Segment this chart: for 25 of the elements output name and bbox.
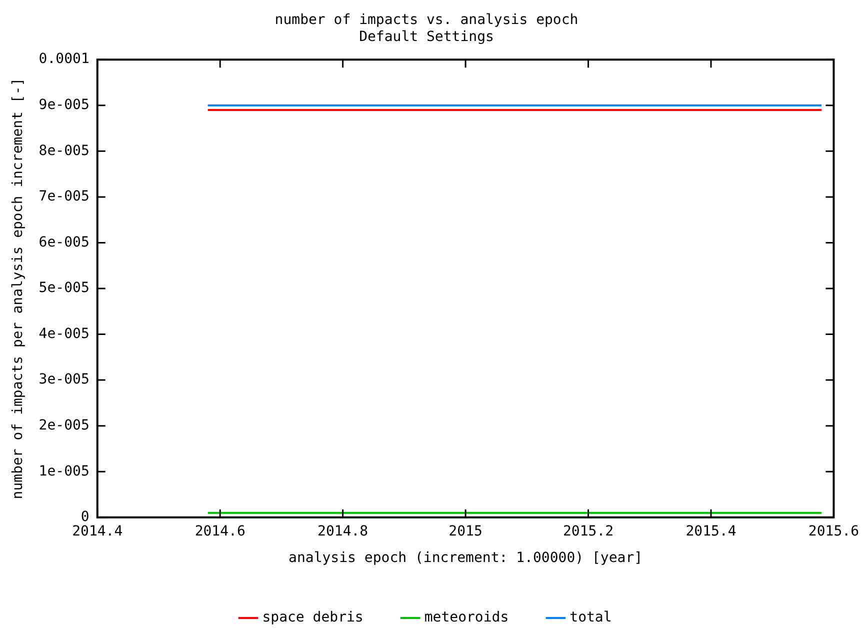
- y-tick-label: 0.0001: [38, 51, 90, 68]
- y-tick-label: 6e-005: [38, 234, 90, 250]
- chart-title: number of impacts vs. analysis epoch: [274, 12, 578, 28]
- y-tick-label: 8e-005: [38, 142, 90, 159]
- legend-label: meteoroids: [424, 610, 509, 626]
- y-axis-title: number of impacts per analysis epoch increment [-]: [10, 78, 26, 500]
- x-axis-title: analysis epoch (increment: 1.00000) [year]: [288, 550, 643, 566]
- x-tick-label: 2014.6: [194, 523, 246, 540]
- x-tick-label: 2015.6: [808, 523, 860, 540]
- y-tick-label: 7e-005: [38, 188, 90, 205]
- legend-label: total: [570, 610, 612, 626]
- y-tick-label: 3e-005: [38, 372, 90, 388]
- y-tick-label: 9e-005: [38, 97, 90, 114]
- y-tick-label: 5e-005: [38, 280, 90, 296]
- x-tick-label: 2014.4: [72, 523, 123, 540]
- y-tick-label: 0: [80, 509, 90, 526]
- x-tick-label: 2015: [448, 523, 482, 540]
- x-tick-label: 2015.2: [562, 523, 614, 540]
- y-tick-label: 1e-005: [38, 463, 90, 480]
- chart-subtitle: Default Settings: [359, 28, 494, 45]
- legend-label: space debris: [262, 610, 364, 626]
- y-tick-label: 2e-005: [38, 417, 90, 434]
- x-tick-label: 2014.8: [318, 523, 368, 540]
- x-tick-label: 2015.4: [686, 523, 736, 540]
- y-tick-label: 4e-005: [38, 326, 90, 342]
